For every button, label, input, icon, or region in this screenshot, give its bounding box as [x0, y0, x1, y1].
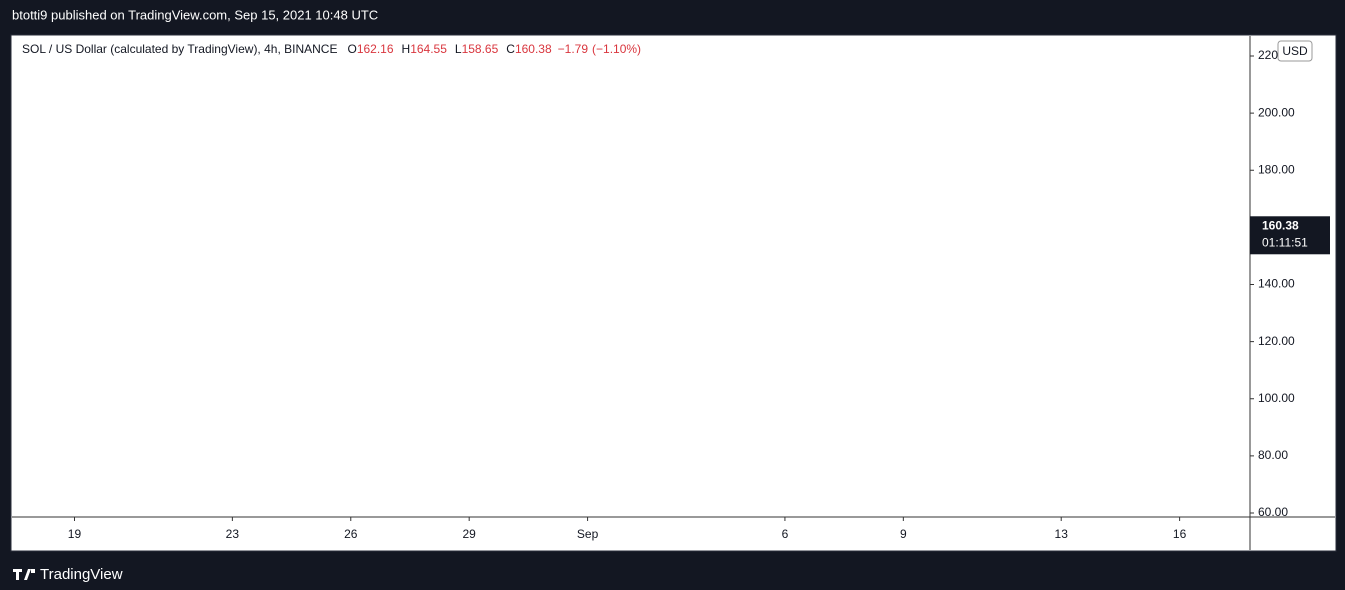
- ohlc-value: 164.55: [410, 42, 447, 56]
- x-tick-label: Sep: [577, 527, 599, 541]
- y-tick-label: 180.00: [1258, 162, 1295, 176]
- ohlc-letter: C: [506, 42, 515, 56]
- y-tick-label: 80.00: [1258, 448, 1288, 462]
- ohlc-value: 162.16: [357, 42, 394, 56]
- currency-label[interactable]: USD: [1282, 44, 1308, 58]
- change-percent: (−1.10%): [592, 42, 641, 56]
- publish-info: btotti9 published on TradingView.com, Se…: [12, 7, 378, 22]
- currency-badge[interactable]: USD: [1277, 40, 1313, 62]
- last-price-box: [1250, 216, 1330, 255]
- brand-logo: [13, 569, 35, 580]
- x-tick-label: 9: [900, 527, 907, 541]
- y-tick-label: 200.00: [1258, 105, 1295, 119]
- brand[interactable]: TradingView: [13, 566, 123, 583]
- x-tick-label: 6: [782, 527, 789, 541]
- x-tick-label: 23: [226, 527, 240, 541]
- brand-name[interactable]: TradingView: [40, 566, 123, 583]
- ohlc-letter: O: [347, 42, 356, 56]
- ohlc-value: 158.65: [462, 42, 499, 56]
- x-tick-label: 26: [344, 527, 358, 541]
- y-tick-label: 60.00: [1258, 505, 1288, 519]
- countdown: 01:11:51: [1262, 235, 1308, 249]
- legend-title: SOL / US Dollar (calculated by TradingVi…: [22, 42, 337, 56]
- y-tick-label: 120.00: [1258, 334, 1295, 348]
- ohlc-letter: L: [455, 42, 462, 56]
- currency-box: [1277, 40, 1313, 62]
- x-tick-label: 13: [1055, 527, 1069, 541]
- ohlc-value: 160.38: [515, 42, 552, 56]
- ohlc-letter: H: [402, 42, 411, 56]
- last-price-label: 160.38: [1262, 218, 1299, 232]
- y-tick-label: 140.00: [1258, 277, 1295, 291]
- change: −1.79: [558, 42, 589, 56]
- x-tick-label: 19: [68, 527, 82, 541]
- chart-frame: [10, 34, 1337, 552]
- x-tick-label: 29: [462, 527, 476, 541]
- y-tick-label: 100.00: [1258, 391, 1295, 405]
- x-tick-label: 16: [1173, 527, 1187, 541]
- legend: SOL / US Dollar (calculated by TradingVi…: [22, 42, 641, 56]
